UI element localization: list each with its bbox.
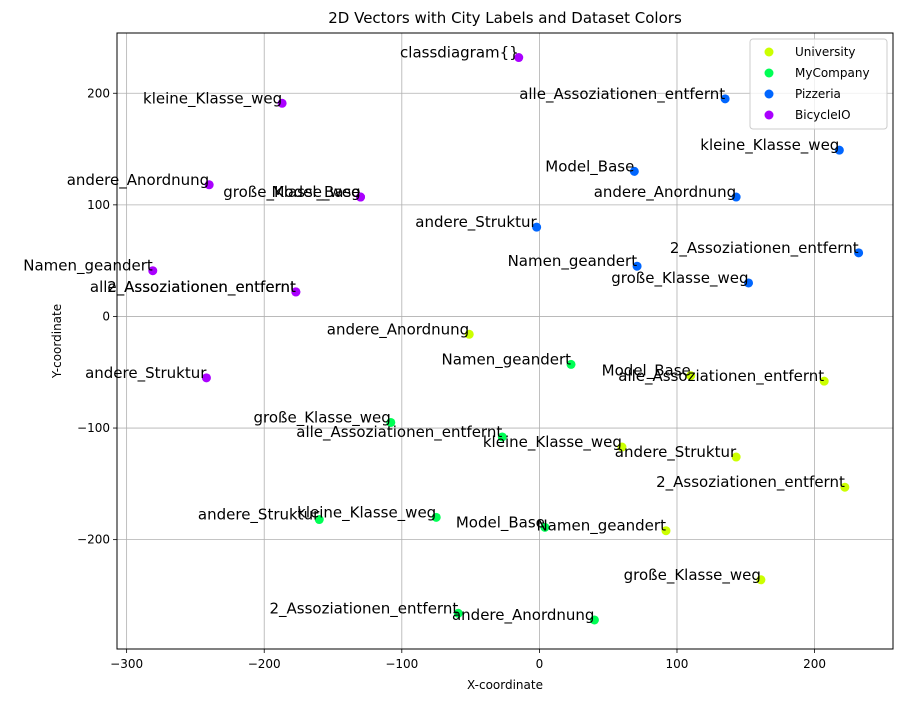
point-label: andere_Struktur [85,364,207,383]
y-tick-label: −200 [77,533,110,547]
data-point [840,482,850,492]
data-point [756,575,766,585]
point-label: kleine_Klasse_weg [297,503,436,522]
legend: University MyCompany Pizzeria BicycleIO [749,38,888,130]
data-point [834,145,844,155]
point-label: 2_Assoziationen_entfernt [670,239,859,258]
data-point [632,261,642,271]
data-point [201,373,211,383]
x-tick-label: 0 [536,657,544,671]
data-point [540,522,550,532]
y-tick-label: 200 [87,86,110,100]
point-label: andere_Anordnung [67,171,209,190]
point-label: andere_Anordnung [327,320,469,339]
data-point [356,192,366,202]
data-point [617,442,627,452]
point-label: Model_Base [456,513,545,532]
data-point [453,608,463,618]
x-tick-label: −100 [385,657,418,671]
data-point [291,287,301,297]
legend-label: Pizzeria [795,87,841,101]
point-label: Model_Base [545,157,634,176]
point-label: Namen_geandert [23,257,153,276]
point-label: Namen_geandert [536,517,666,536]
data-point [720,94,730,104]
data-point [431,512,441,522]
point-label: alle_Assoziationen_entfernt [90,278,296,297]
data-point [514,53,524,63]
x-tick-label: −300 [110,657,143,671]
point-label: andere_Anordnung [452,606,594,625]
x-tick-label: −200 [248,657,281,671]
x-axis-label: X-coordinate [467,678,543,692]
data-point [744,278,754,288]
x-tick-label: 100 [666,657,689,671]
data-point [629,166,639,176]
point-label: große_Klasse_weg [611,269,748,288]
y-axis-label: Y-coordinate [50,304,64,379]
legend-label: MyCompany [795,66,870,80]
point-label: große_Klasse_weg [254,408,391,427]
legend-box [749,38,888,130]
data-points [148,53,864,625]
data-point [661,526,671,536]
point-label: andere_Struktur [198,506,320,525]
point-label: kleine_Klasse_weg [143,89,282,108]
legend-marker [764,68,774,78]
data-point [854,248,864,258]
point-label: 2_Assoziationen_entfernt [107,278,296,297]
point-label: kleine_Klasse_weg [700,136,839,155]
data-point [277,98,287,108]
data-point [204,180,214,190]
data-point [589,615,599,625]
point-label: 2_Assoziationen_entfernt [269,599,458,618]
point-label: Model_Base [271,183,360,202]
point-label: alle_Assoziationen_entfernt [618,367,824,386]
point-label: alle_Assoziationen_entfernt [296,423,502,442]
data-point [731,192,741,202]
plot-frame [116,32,894,650]
data-point [819,376,829,386]
legend-marker [764,47,774,57]
point-label: Namen_geandert [508,252,638,271]
legend-label: University [795,45,856,59]
point-labels: andere_AnordnungModel_Basealle_Assoziati… [23,44,858,625]
x-tick-label: 200 [803,657,826,671]
point-label: große_Klasse_weg [223,183,360,202]
point-label: 2_Assoziationen_entfernt [656,473,845,492]
point-label: andere_Struktur [615,443,737,462]
data-point [566,359,576,369]
data-point [497,432,507,442]
axis-ticks: −300 −200 −100 0 100 200 −200 −100 0 100 200 [77,86,826,671]
legend-label: BicycleIO [795,108,851,122]
point-label: classdiagram{} [400,44,519,62]
point-label: andere_Anordnung [594,183,736,202]
data-point [386,417,396,427]
chart-title: 2D Vectors with City Labels and Dataset … [328,9,682,27]
data-point [464,329,474,339]
data-point [686,371,696,381]
y-tick-label: 100 [87,198,110,212]
data-point [532,222,542,232]
legend-marker [764,110,774,120]
data-point [148,266,158,276]
point-label: kleine_Klasse_weg [483,433,622,452]
grid [117,33,893,649]
point-label: alle_Assoziationen_entfernt [519,85,725,104]
y-tick-label: −100 [77,421,110,435]
point-label: Model_Base [602,362,691,381]
point-label: große_Klasse_weg [624,566,761,585]
point-label: andere_Struktur [415,213,537,232]
data-point [314,515,324,525]
y-tick-label: 0 [102,309,110,323]
data-point [731,452,741,462]
legend-marker [764,89,774,99]
point-label: Namen_geandert [442,350,572,369]
